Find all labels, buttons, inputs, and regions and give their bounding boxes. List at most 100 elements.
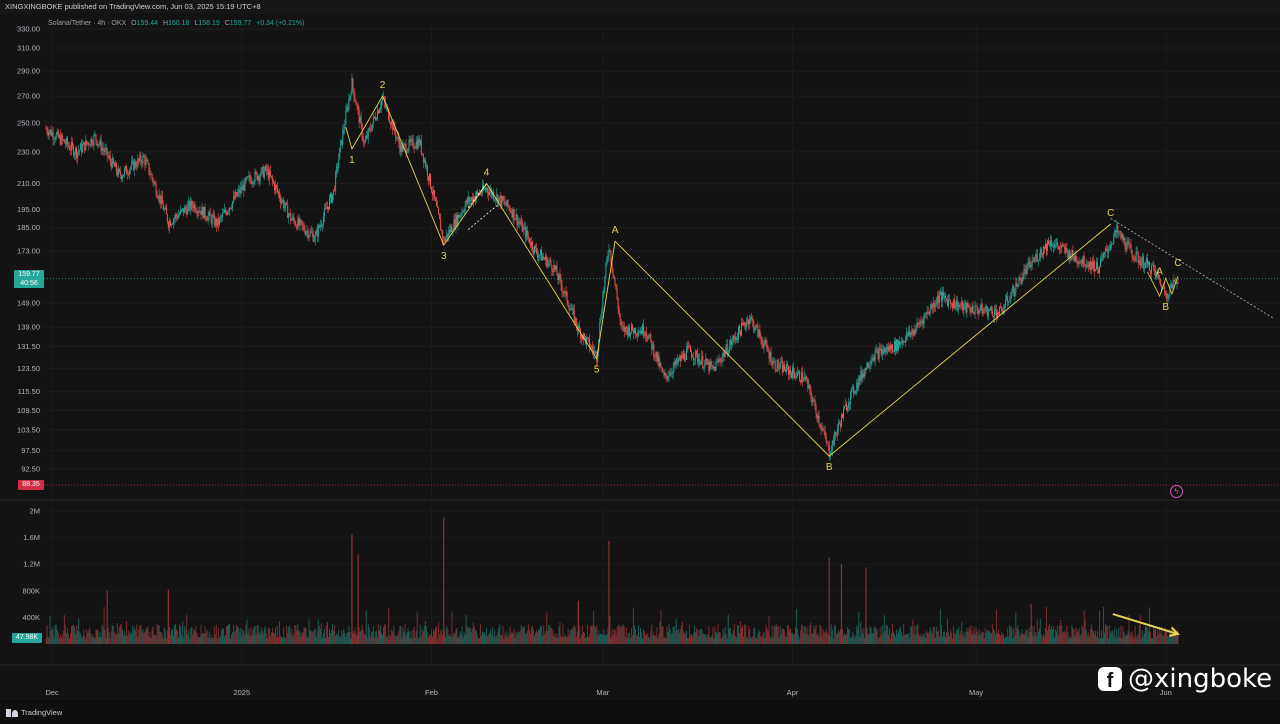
candle-body <box>911 330 913 333</box>
volume-bar <box>618 624 620 644</box>
volume-bar <box>1141 630 1143 644</box>
volume-bar <box>779 626 781 644</box>
volume-bar <box>560 635 562 644</box>
volume-bar <box>73 624 75 644</box>
candle-body <box>1109 248 1111 250</box>
candle-body <box>896 339 898 352</box>
candle-body <box>733 335 735 338</box>
wave-label: B <box>826 462 833 473</box>
volume-bar <box>541 626 543 644</box>
volume-bar <box>183 636 185 644</box>
volume-bar <box>642 638 644 644</box>
candle-body <box>869 365 871 367</box>
price-chart-svg[interactable]: 330.00310.00290.00270.00250.00230.00210.… <box>0 14 1280 700</box>
candle-body <box>582 333 584 340</box>
candle-body <box>491 189 493 196</box>
volume-bar <box>958 627 960 644</box>
candle-body <box>553 264 555 273</box>
volume-bar <box>1174 628 1176 644</box>
candle-body <box>796 376 798 378</box>
volume-bar <box>1125 634 1127 644</box>
candle-body <box>731 340 733 345</box>
tradingview-logo[interactable]: TradingView <box>6 702 62 724</box>
candle-body <box>498 197 500 204</box>
volume-bar <box>306 637 308 644</box>
candle-body <box>443 238 445 240</box>
volume-bar <box>327 636 329 644</box>
volume-bar <box>772 636 774 644</box>
volume-bar <box>544 633 546 644</box>
volume-bar <box>939 609 941 644</box>
volume-bar <box>597 635 599 644</box>
volume-bar <box>931 634 933 644</box>
candle-body <box>1087 266 1089 268</box>
candle-body <box>1010 295 1012 302</box>
candle-body <box>684 359 686 361</box>
candle-body <box>527 236 529 239</box>
volume-bar <box>699 629 701 644</box>
volume-bar <box>453 632 455 644</box>
candle-body <box>834 432 836 435</box>
volume-bar <box>348 625 350 644</box>
candle-body <box>401 145 403 152</box>
candle-body <box>185 207 187 210</box>
volume-bar <box>118 626 120 644</box>
volume-tick-label: 400K <box>22 613 40 622</box>
candle-body <box>437 205 439 208</box>
volume-bar <box>1033 625 1035 644</box>
candle-body <box>1155 269 1157 278</box>
volume-bar <box>518 632 520 644</box>
candle-body <box>841 414 843 419</box>
volume-bar <box>452 636 454 644</box>
candle-body <box>339 147 341 160</box>
candle-body <box>1092 261 1094 269</box>
candle-body <box>228 211 230 212</box>
candle-body <box>141 162 143 165</box>
candle-body <box>1129 243 1131 245</box>
volume-bar <box>491 633 493 644</box>
volume-bar <box>525 633 527 644</box>
volume-bar <box>676 630 678 644</box>
volume-bar <box>76 625 78 644</box>
candle-body <box>747 319 749 323</box>
candle-body <box>200 211 202 216</box>
volume-bar <box>868 634 870 644</box>
volume-spike-bar <box>865 567 867 644</box>
candle-body <box>687 346 689 347</box>
candle-body <box>269 171 271 176</box>
candle-body <box>173 217 175 220</box>
candle-body <box>935 302 937 306</box>
volume-bar <box>1074 636 1076 644</box>
candle-body <box>797 372 799 377</box>
volume-bar <box>653 632 655 644</box>
volume-bar <box>862 633 864 644</box>
candle-body <box>264 166 266 171</box>
price-tick-label: 330.00 <box>17 25 40 34</box>
lightning-icon[interactable]: ϟ <box>1170 485 1183 498</box>
volume-bar <box>155 635 157 644</box>
volume-bar <box>485 635 487 644</box>
candle-body <box>305 231 307 235</box>
candle-body <box>126 166 128 174</box>
volume-bar <box>764 638 766 644</box>
volume-bar <box>856 625 858 644</box>
volume-bar <box>806 633 808 644</box>
volume-bar <box>320 623 322 644</box>
chart-area[interactable]: 330.00 310.00 290.00 270.00 250.00 230.00 210.… <box>0 14 1280 700</box>
volume-bar <box>144 631 146 644</box>
volume-bar <box>723 634 725 644</box>
volume-bar <box>684 634 686 644</box>
candle-body <box>564 291 566 294</box>
candle-body <box>543 256 545 259</box>
candle-body <box>138 158 140 161</box>
volume-bar <box>572 626 574 644</box>
volume-bar <box>714 626 716 644</box>
candle-body <box>817 415 819 419</box>
volume-bar <box>911 626 913 644</box>
candle-body <box>384 97 386 103</box>
candle-body <box>489 191 491 195</box>
candle-body <box>281 200 283 203</box>
candle-body <box>168 220 170 228</box>
candle-body <box>101 147 103 151</box>
volume-bar <box>147 626 149 644</box>
